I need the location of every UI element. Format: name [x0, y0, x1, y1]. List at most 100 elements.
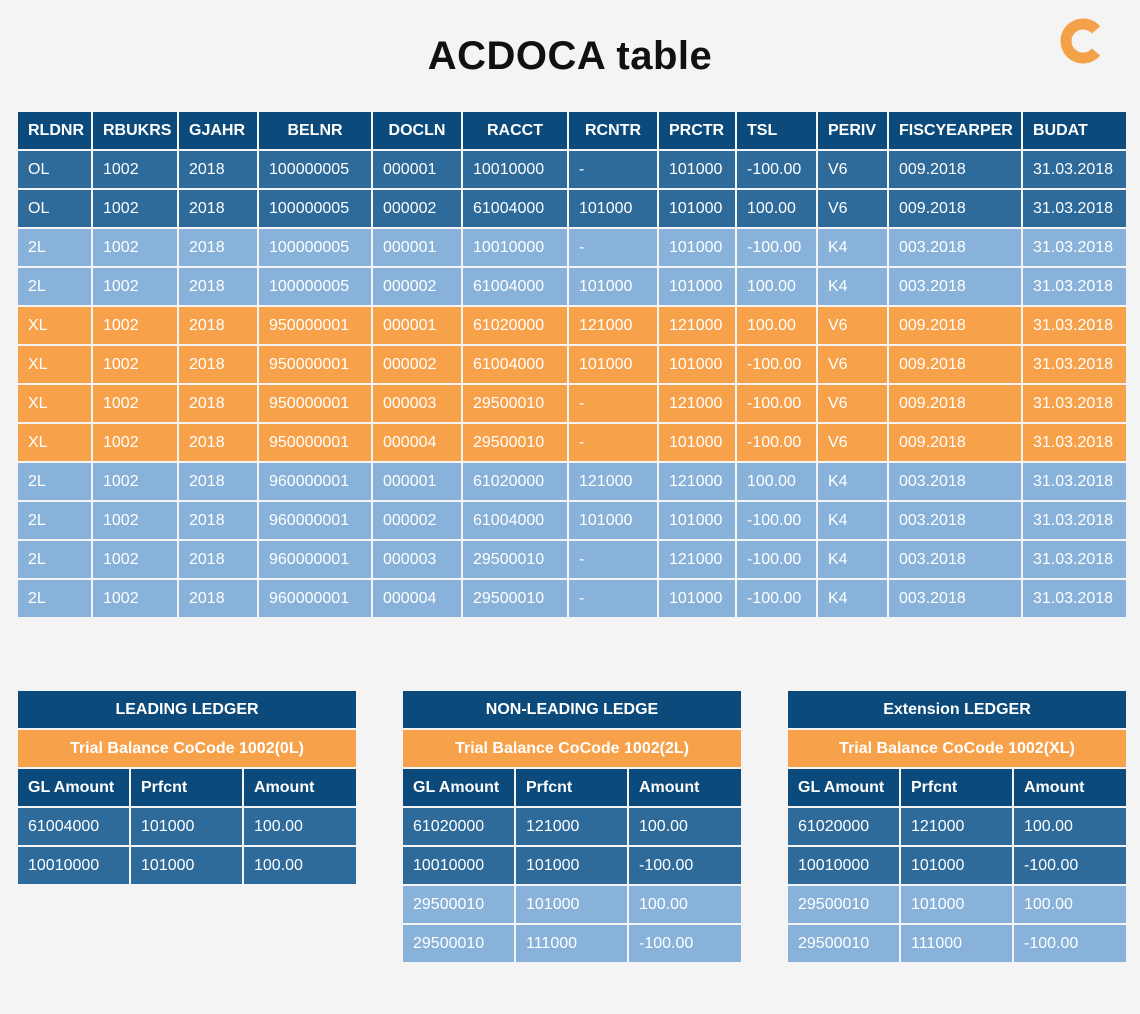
table-cell: XL — [16, 344, 93, 385]
table-cell: 1002 — [91, 344, 179, 385]
table-cell: 003.2018 — [887, 227, 1023, 268]
table-cell: 2L — [16, 266, 93, 307]
column-header: RLDNR — [16, 110, 93, 151]
table-cell: 003.2018 — [887, 461, 1023, 502]
table-cell: 121000 — [657, 305, 737, 346]
table-cell: XL — [16, 305, 93, 346]
table-cell: 950000001 — [257, 344, 373, 385]
table-cell: 10010000 — [401, 845, 516, 886]
table-cell: -100.00 — [626, 845, 744, 886]
table-row: XL 1002 2018 950000001 000001 61020000 121000 1… — [16, 305, 1128, 346]
table-cell: 2018 — [177, 500, 259, 541]
table-cell: 29500010 — [461, 578, 569, 619]
column-header: Amount — [626, 767, 744, 808]
column-header: FISCYEARPER — [887, 110, 1023, 151]
table-cell: K4 — [816, 227, 889, 268]
table-cell: 100.00 — [626, 884, 744, 925]
table-cell: K4 — [816, 539, 889, 580]
c-logo-icon — [1060, 18, 1101, 64]
table-cell: 2018 — [177, 227, 259, 268]
table-row: 61020000 121000 100.00 — [786, 806, 1128, 847]
table-cell: 100.00 — [242, 845, 358, 886]
table-cell: 000002 — [371, 500, 463, 541]
column-header: GJAHR — [177, 110, 259, 151]
table-cell: 101000 — [567, 266, 659, 307]
table-cell: 10010000 — [16, 845, 131, 886]
table-cell: 100.00 — [735, 188, 818, 229]
table-cell: 950000001 — [257, 383, 373, 424]
acdoca-header-row: RLDNR RBUKRS GJAHR BELNR DOCLN RACCT RCN… — [16, 110, 1128, 151]
table-cell: 100000005 — [257, 266, 373, 307]
table-row: 2L 1002 2018 960000001 000003 29500010-121000… — [16, 539, 1128, 580]
table-cell: - — [567, 149, 659, 190]
table-cell: 31.03.2018 — [1021, 539, 1128, 580]
table-cell: 009.2018 — [887, 149, 1023, 190]
acdoca-table: RLDNR RBUKRS GJAHR BELNR DOCLN RACCT RCN… — [16, 110, 1128, 619]
table-cell: 31.03.2018 — [1021, 266, 1128, 307]
column-header: GL Amount — [16, 767, 131, 808]
table-cell: -100.00 — [735, 500, 818, 541]
table-cell: 000003 — [371, 539, 463, 580]
column-header: Prfcnt — [899, 767, 1014, 808]
table-cell: V6 — [816, 149, 889, 190]
column-header: Prfcnt — [514, 767, 629, 808]
table-cell: 101000 — [567, 500, 659, 541]
table-cell: 960000001 — [257, 578, 373, 619]
table-cell: 100.00 — [735, 305, 818, 346]
column-header: RCNTR — [567, 110, 659, 151]
table-cell: -100.00 — [626, 923, 744, 964]
table-cell: 61020000 — [786, 806, 901, 847]
table-cell: V6 — [816, 383, 889, 424]
table-cell: 61004000 — [16, 806, 131, 847]
table-cell: 31.03.2018 — [1021, 461, 1128, 502]
table-row: 29500010 111000 -100.00 — [786, 923, 1128, 964]
table-cell: K4 — [816, 500, 889, 541]
table-cell: 10010000 — [461, 149, 569, 190]
table-cell: 1002 — [91, 578, 179, 619]
table-cell: 101000 — [567, 344, 659, 385]
table-cell: 101000 — [567, 188, 659, 229]
table-cell: 1002 — [91, 383, 179, 424]
table-cell: 111000 — [514, 923, 629, 964]
table-cell: OL — [16, 188, 93, 229]
table-cell: 31.03.2018 — [1021, 149, 1128, 190]
table-cell: 121000 — [657, 461, 737, 502]
table-cell: 960000001 — [257, 500, 373, 541]
table-cell: 000001 — [371, 227, 463, 268]
table-cell: 31.03.2018 — [1021, 500, 1128, 541]
table-row: OL 1002 2018 100000005 000002 61004000 101000 1… — [16, 188, 1128, 229]
table-cell: -100.00 — [735, 383, 818, 424]
table-cell: -100.00 — [735, 539, 818, 580]
table-cell: 1002 — [91, 500, 179, 541]
table-row: 61004000 101000 100.00 — [16, 806, 358, 847]
table-cell: 101000 — [129, 845, 244, 886]
table-cell: 2018 — [177, 266, 259, 307]
table-cell: 000002 — [371, 344, 463, 385]
table-cell: - — [567, 422, 659, 463]
ledger-subtitle: Trial Balance CoCode 1002(0L) — [16, 728, 358, 769]
table-cell: 950000001 — [257, 422, 373, 463]
table-cell: 100.00 — [626, 806, 744, 847]
table-cell: 31.03.2018 — [1021, 578, 1128, 619]
table-cell: 31.03.2018 — [1021, 422, 1128, 463]
table-cell: 121000 — [567, 461, 659, 502]
non-leading-ledger-table: NON-LEADING LEDGE Trial Balance CoCode 1… — [400, 689, 744, 964]
table-cell: 121000 — [567, 305, 659, 346]
table-row: XL 1002 2018 950000001 000004 29500010-101000… — [16, 422, 1128, 463]
table-cell: 003.2018 — [887, 266, 1023, 307]
table-cell: V6 — [816, 305, 889, 346]
table-row: 61020000 121000 100.00 — [401, 806, 744, 847]
table-cell: - — [567, 383, 659, 424]
table-cell: -100.00 — [1012, 845, 1128, 886]
table-cell: 29500010 — [401, 923, 516, 964]
table-cell: -100.00 — [735, 344, 818, 385]
table-cell: 2L — [16, 539, 93, 580]
table-cell: 009.2018 — [887, 344, 1023, 385]
table-cell: 29500010 — [401, 884, 516, 925]
table-cell: 2L — [16, 461, 93, 502]
table-row: XL 1002 2018 950000001 000003 29500010-121000… — [16, 383, 1128, 424]
table-cell: 000001 — [371, 461, 463, 502]
table-row: 29500010 101000 100.00 — [786, 884, 1128, 925]
table-cell: 100000005 — [257, 227, 373, 268]
table-cell: 009.2018 — [887, 188, 1023, 229]
